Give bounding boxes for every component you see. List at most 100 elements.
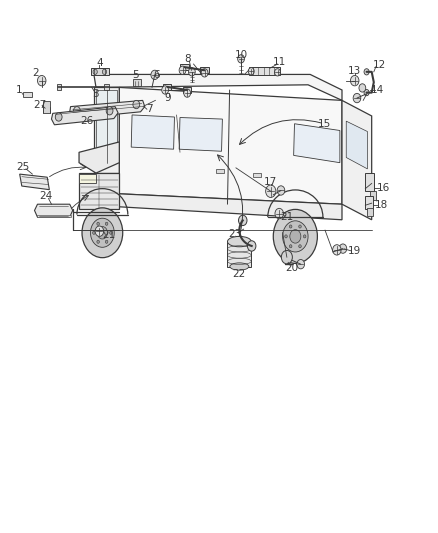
Circle shape	[102, 69, 106, 75]
Bar	[370, 191, 376, 200]
Circle shape	[275, 69, 280, 76]
Text: 20: 20	[286, 263, 299, 272]
Circle shape	[97, 240, 99, 243]
Circle shape	[184, 89, 191, 97]
Text: 25: 25	[17, 162, 30, 172]
Circle shape	[74, 107, 80, 115]
Text: 5: 5	[133, 70, 139, 80]
Circle shape	[299, 225, 301, 228]
Text: 6: 6	[153, 70, 159, 80]
Bar	[105, 84, 109, 90]
Text: 4: 4	[96, 58, 103, 68]
Text: 17: 17	[264, 177, 277, 187]
Text: 12: 12	[373, 60, 386, 70]
Text: 21: 21	[102, 230, 115, 240]
Polygon shape	[35, 204, 73, 217]
Bar	[133, 78, 141, 86]
Bar	[163, 84, 172, 90]
Bar	[180, 64, 189, 70]
Polygon shape	[79, 173, 119, 209]
Polygon shape	[94, 75, 342, 100]
Circle shape	[151, 70, 159, 79]
Circle shape	[162, 86, 169, 94]
Circle shape	[299, 245, 301, 248]
Circle shape	[110, 231, 112, 235]
Polygon shape	[342, 131, 363, 169]
Text: 8: 8	[184, 54, 191, 64]
Bar	[367, 208, 373, 216]
Text: 24: 24	[39, 191, 53, 201]
Bar	[200, 67, 209, 74]
Ellipse shape	[230, 263, 249, 270]
Circle shape	[55, 113, 62, 121]
Circle shape	[285, 235, 287, 238]
Circle shape	[239, 215, 247, 225]
Circle shape	[350, 76, 359, 86]
Circle shape	[297, 260, 304, 269]
Circle shape	[364, 69, 369, 75]
Circle shape	[238, 55, 244, 63]
Circle shape	[133, 100, 140, 109]
Circle shape	[105, 240, 108, 243]
Circle shape	[339, 244, 347, 253]
Bar	[249, 67, 280, 76]
Bar	[215, 169, 224, 173]
Polygon shape	[79, 142, 119, 173]
Polygon shape	[119, 194, 342, 220]
Ellipse shape	[227, 237, 251, 247]
Circle shape	[92, 231, 95, 235]
Circle shape	[266, 185, 276, 197]
Circle shape	[97, 227, 107, 239]
Circle shape	[105, 222, 108, 225]
Circle shape	[333, 245, 341, 255]
Text: 16: 16	[377, 183, 390, 192]
Bar	[23, 92, 32, 97]
Circle shape	[275, 208, 283, 219]
Text: 11: 11	[272, 58, 286, 68]
Bar	[43, 101, 50, 113]
Circle shape	[38, 76, 46, 86]
Text: 26: 26	[80, 116, 93, 126]
Bar	[183, 87, 191, 93]
Circle shape	[277, 186, 285, 195]
Polygon shape	[94, 87, 119, 173]
Bar	[37, 215, 71, 217]
Polygon shape	[131, 115, 174, 149]
Circle shape	[273, 209, 318, 263]
Circle shape	[95, 226, 104, 237]
Text: 1: 1	[15, 85, 22, 95]
Circle shape	[93, 69, 97, 75]
Text: 9: 9	[165, 93, 171, 103]
Polygon shape	[293, 124, 340, 163]
Text: 21: 21	[280, 212, 293, 222]
Text: 23: 23	[228, 229, 241, 239]
Circle shape	[201, 69, 208, 77]
Polygon shape	[20, 174, 49, 190]
Circle shape	[82, 208, 123, 257]
Text: 22: 22	[233, 269, 246, 279]
Text: 14: 14	[371, 85, 384, 95]
Polygon shape	[342, 100, 372, 220]
Circle shape	[247, 241, 256, 251]
Circle shape	[281, 251, 293, 264]
Text: 18: 18	[374, 200, 388, 210]
Circle shape	[290, 225, 292, 228]
Text: 7: 7	[146, 104, 152, 114]
Polygon shape	[119, 87, 342, 204]
Bar	[253, 173, 261, 177]
Text: 19: 19	[348, 246, 361, 256]
Circle shape	[364, 90, 369, 96]
Circle shape	[283, 221, 308, 252]
Circle shape	[106, 107, 113, 115]
Circle shape	[290, 245, 292, 248]
Text: 15: 15	[318, 119, 331, 129]
Text: 13: 13	[348, 66, 361, 76]
Circle shape	[91, 218, 114, 247]
Bar	[365, 197, 373, 209]
Circle shape	[188, 68, 195, 76]
Bar	[57, 84, 61, 90]
Polygon shape	[179, 117, 223, 151]
Circle shape	[179, 66, 186, 75]
Circle shape	[97, 222, 99, 225]
Circle shape	[290, 230, 301, 243]
